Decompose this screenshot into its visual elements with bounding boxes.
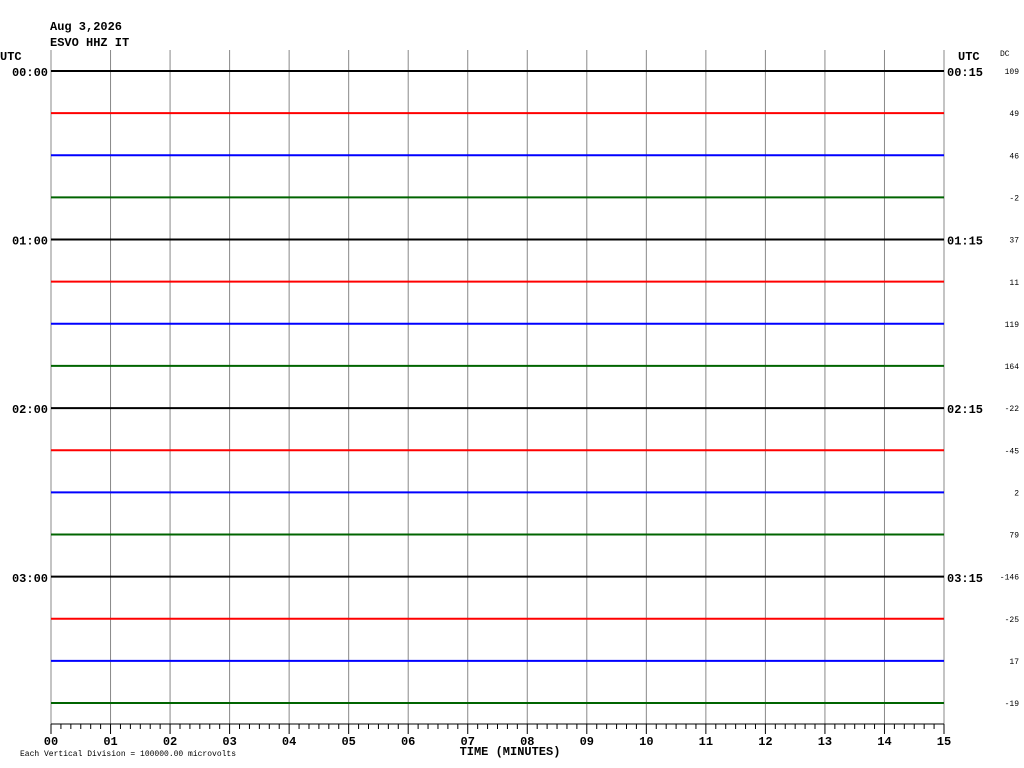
dc-offset: 11 — [1009, 279, 1019, 288]
x-tick-label: 07 — [461, 735, 475, 749]
x-tick-label: 02 — [163, 735, 177, 749]
dc-offset: 46 — [1009, 152, 1019, 161]
row-time-left: 01:00 — [12, 235, 48, 249]
dc-offset: 119 — [1005, 321, 1020, 330]
x-axis-title: TIME (MINUTES) — [460, 745, 561, 759]
x-tick-label: 15 — [937, 735, 951, 749]
dc-offset: -146 — [1000, 574, 1019, 583]
dc-title: DC — [1000, 50, 1010, 59]
dc-offset: -2 — [1009, 195, 1019, 204]
dc-offset: 109 — [1005, 68, 1020, 77]
row-time-right: 02:15 — [947, 403, 983, 417]
x-tick-label: 10 — [639, 735, 653, 749]
dc-offset: 17 — [1009, 658, 1019, 667]
dc-offset: -45 — [1005, 447, 1020, 456]
dc-offset: -22 — [1005, 405, 1020, 414]
row-time-left: 03:00 — [12, 572, 48, 586]
x-tick-label: 01 — [103, 735, 117, 749]
row-time-right: 03:15 — [947, 572, 983, 586]
left-axis-title: UTC — [0, 50, 22, 64]
right-axis-title: UTC — [958, 50, 980, 64]
row-time-right: 00:15 — [947, 66, 983, 80]
x-tick-label: 08 — [520, 735, 534, 749]
dc-offset: 2 — [1014, 489, 1019, 498]
dc-offset: 164 — [1005, 363, 1020, 372]
chart-subtitle: ESVO HHZ IT — [50, 36, 129, 50]
x-tick-label: 12 — [758, 735, 772, 749]
row-time-left: 00:00 — [12, 66, 48, 80]
dc-offset: 79 — [1009, 532, 1019, 541]
dc-offset: -25 — [1005, 616, 1020, 625]
x-tick-label: 00 — [44, 735, 58, 749]
footnote: Each Vertical Division = 100000.00 micro… — [20, 750, 236, 759]
x-tick-label: 14 — [877, 735, 891, 749]
dc-offset: 49 — [1009, 110, 1019, 119]
x-tick-label: 03 — [222, 735, 236, 749]
x-tick-label: 11 — [699, 735, 713, 749]
x-tick-label: 06 — [401, 735, 415, 749]
dc-offset: -19 — [1005, 700, 1020, 709]
chart-title: Aug 3,2026 — [50, 20, 122, 34]
x-tick-label: 04 — [282, 735, 296, 749]
x-tick-label: 09 — [580, 735, 594, 749]
row-time-left: 02:00 — [12, 403, 48, 417]
row-time-right: 01:15 — [947, 235, 983, 249]
dc-offset: 37 — [1009, 237, 1019, 246]
x-tick-label: 05 — [341, 735, 355, 749]
x-tick-label: 13 — [818, 735, 832, 749]
